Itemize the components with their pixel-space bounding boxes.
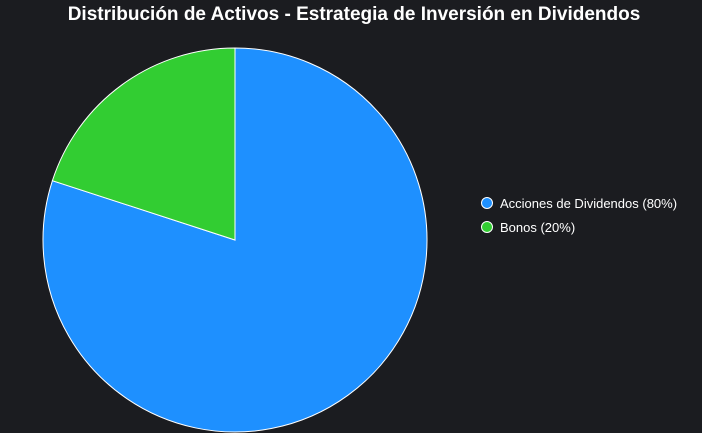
chart-title: Distribución de Activos - Estrategia de …: [67, 4, 641, 25]
chart-legend: Acciones de Dividendos (80%) Bonos (20%): [481, 195, 677, 243]
legend-swatch: [481, 221, 493, 233]
legend-item[interactable]: Bonos (20%): [481, 219, 677, 235]
legend-label: Bonos (20%): [500, 219, 576, 235]
legend-item[interactable]: Acciones de Dividendos (80%): [481, 195, 677, 211]
pie-slice-bonos[interactable]: [51, 47, 236, 241]
legend-swatch: [481, 197, 493, 209]
legend-label: Acciones de Dividendos (80%): [500, 195, 678, 211]
